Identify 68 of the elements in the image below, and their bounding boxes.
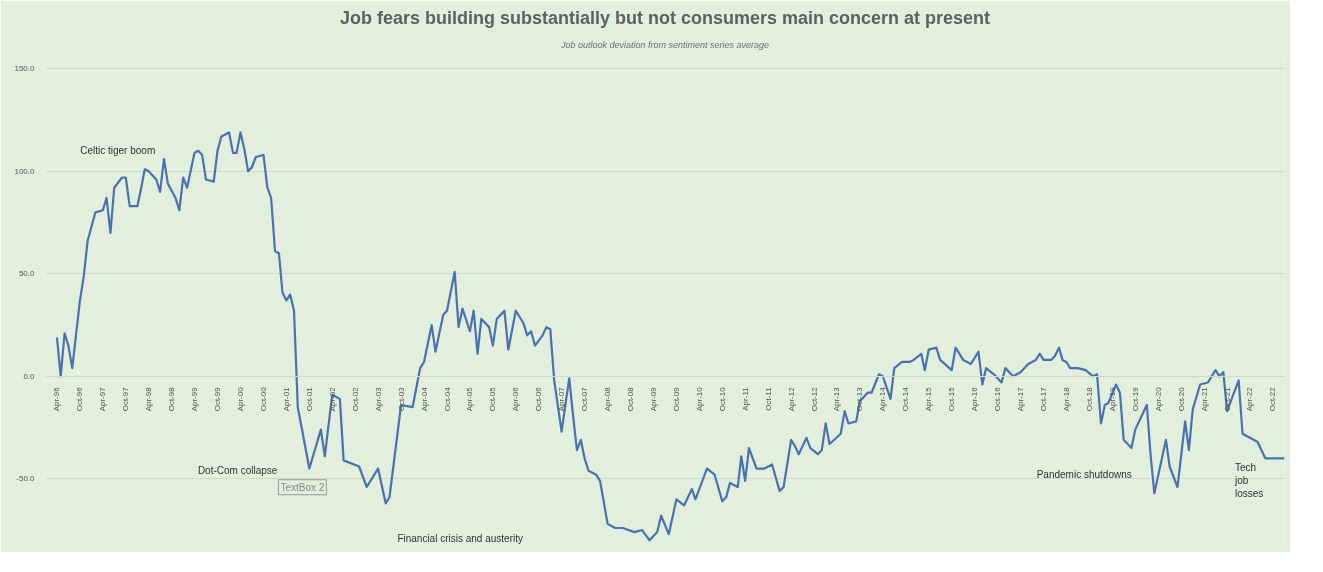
x-tick-label: Oct-08 bbox=[626, 386, 636, 412]
annotation: Financial crisis and austerity bbox=[397, 533, 523, 545]
x-tick-label: Oct-00 bbox=[258, 386, 268, 412]
x-tick-label: Oct-10 bbox=[717, 386, 727, 412]
x-tick-label: Apr-21 bbox=[1199, 386, 1209, 412]
x-tick-label: Oct-97 bbox=[121, 386, 131, 412]
x-tick-label: Oct-20 bbox=[1176, 386, 1186, 412]
x-tick-label: Apr-15 bbox=[924, 386, 934, 412]
x-tick-label: Oct-07 bbox=[580, 386, 590, 412]
annotation: Pandemic shutdowns bbox=[1036, 468, 1132, 480]
x-tick-label: Oct-09 bbox=[671, 386, 681, 412]
x-tick-label: Oct-99 bbox=[212, 386, 222, 412]
x-tick-label: Oct-06 bbox=[534, 386, 544, 412]
x-tick-label: Apr-07 bbox=[557, 386, 567, 412]
x-tick-label: Apr-09 bbox=[648, 386, 658, 412]
x-tick-label: Apr-11 bbox=[740, 386, 750, 411]
x-tick-label: Oct-05 bbox=[488, 386, 498, 412]
x-tick-label: Oct-13 bbox=[855, 386, 865, 412]
x-tick-label: Apr-98 bbox=[144, 386, 154, 412]
x-tick-label: Apr-20 bbox=[1153, 386, 1163, 412]
y-tick-label: 100.0 bbox=[14, 166, 36, 176]
x-tick-label: Apr-01 bbox=[281, 386, 291, 412]
x-tick-label: Apr-10 bbox=[694, 386, 704, 412]
x-tick-label: Oct-02 bbox=[350, 386, 360, 412]
x-tick-label: Apr-14 bbox=[878, 386, 888, 412]
x-tick-label: Apr-99 bbox=[190, 386, 199, 412]
annotation: Celtic tiger boom bbox=[80, 145, 156, 157]
x-tick-label: Oct-18 bbox=[1084, 386, 1094, 412]
y-tick-label: 50.0 bbox=[18, 269, 36, 279]
chart-subtitle: Job outlook deviation from sentiment series average bbox=[559, 39, 770, 50]
x-tick-label: Oct-12 bbox=[809, 386, 819, 412]
x-tick-label: Oct-14 bbox=[901, 386, 911, 412]
x-tick-label: Oct-16 bbox=[993, 386, 1003, 412]
x-tick-label: Oct-03 bbox=[396, 386, 406, 412]
x-tick-label: Apr-04 bbox=[419, 386, 429, 412]
x-tick-label: Apr-96 bbox=[52, 386, 62, 412]
x-tick-label: Oct-96 bbox=[75, 386, 85, 412]
x-tick-label: Apr-16 bbox=[970, 386, 980, 412]
x-tick-label: Apr-08 bbox=[603, 386, 613, 412]
y-tick-label: 150.0 bbox=[14, 64, 36, 74]
x-tick-label: Apr-12 bbox=[786, 386, 796, 412]
chart-title: Job fears building substantially but not consumers main concern at present bbox=[339, 7, 991, 28]
x-tick-label: Oct-15 bbox=[947, 386, 957, 412]
x-tick-label: Oct-11 bbox=[763, 386, 773, 411]
x-tick-label: Oct-19 bbox=[1130, 386, 1140, 412]
x-tick-label: Oct-21 bbox=[1222, 386, 1232, 412]
x-tick-label: Apr-02 bbox=[327, 386, 337, 412]
annotation: Dot-Com collapse bbox=[197, 464, 278, 476]
x-tick-label: Oct-04 bbox=[442, 386, 452, 412]
x-tick-label: Apr-06 bbox=[511, 386, 521, 412]
y-tick-label: 0.0 bbox=[23, 371, 36, 381]
x-tick-label: Apr-19 bbox=[1107, 386, 1117, 412]
x-tick-label: Apr-00 bbox=[235, 386, 245, 412]
x-tick-label: Oct-17 bbox=[1039, 386, 1049, 412]
annotation: TextBox 2 bbox=[280, 481, 325, 493]
line-series bbox=[55, 131, 1285, 542]
x-tick-label: Apr-13 bbox=[832, 386, 842, 412]
x-tick-label: Oct-01 bbox=[304, 386, 314, 412]
x-tick-label: Apr-97 bbox=[98, 386, 108, 412]
x-tick-label: Apr-17 bbox=[1016, 386, 1026, 412]
y-tick-label: -50.0 bbox=[16, 474, 36, 484]
x-tick-label: Apr-03 bbox=[373, 386, 383, 412]
x-tick-label: Apr-05 bbox=[465, 386, 475, 412]
annotation: Tech job losses bbox=[1233, 462, 1264, 500]
x-tick-label: Oct-98 bbox=[167, 386, 177, 412]
x-tick-label: Apr-18 bbox=[1061, 386, 1071, 412]
x-tick-label: Oct-22 bbox=[1268, 386, 1278, 412]
x-tick-label: Apr-22 bbox=[1245, 386, 1255, 412]
